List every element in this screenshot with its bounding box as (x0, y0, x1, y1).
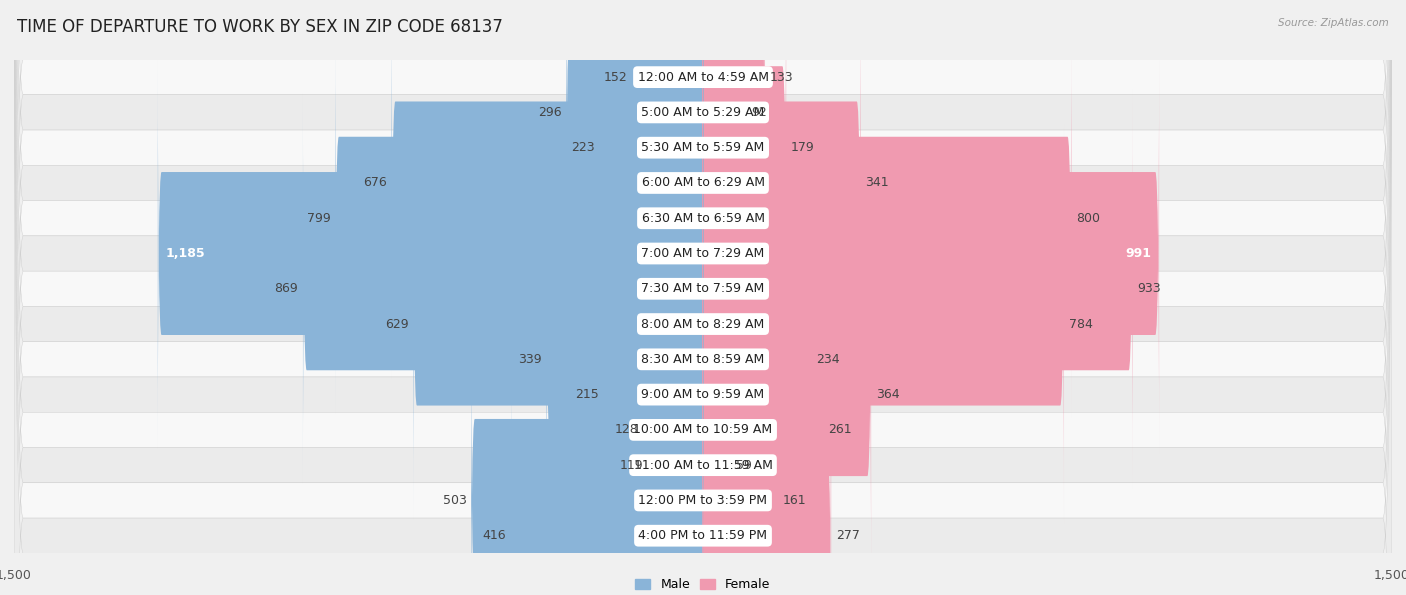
FancyBboxPatch shape (702, 194, 872, 595)
Text: 161: 161 (783, 494, 806, 507)
Legend: Male, Female: Male, Female (630, 574, 776, 595)
FancyBboxPatch shape (567, 0, 704, 313)
Text: 5:00 AM to 5:29 AM: 5:00 AM to 5:29 AM (641, 106, 765, 119)
FancyBboxPatch shape (702, 0, 860, 384)
Text: 7:00 AM to 7:29 AM: 7:00 AM to 7:29 AM (641, 247, 765, 260)
Text: 277: 277 (835, 529, 859, 542)
FancyBboxPatch shape (413, 123, 704, 525)
Text: Source: ZipAtlas.com: Source: ZipAtlas.com (1278, 18, 1389, 28)
Text: 128: 128 (614, 424, 638, 436)
FancyBboxPatch shape (702, 0, 747, 313)
FancyBboxPatch shape (14, 0, 1392, 595)
FancyBboxPatch shape (14, 0, 1392, 595)
FancyBboxPatch shape (702, 159, 811, 560)
FancyBboxPatch shape (702, 88, 1132, 490)
FancyBboxPatch shape (644, 229, 704, 595)
FancyBboxPatch shape (14, 0, 1392, 595)
FancyBboxPatch shape (702, 0, 786, 349)
FancyBboxPatch shape (302, 88, 704, 490)
FancyBboxPatch shape (14, 0, 1392, 595)
FancyBboxPatch shape (335, 17, 704, 419)
Text: 234: 234 (815, 353, 839, 366)
Text: 119: 119 (619, 459, 643, 472)
FancyBboxPatch shape (603, 194, 704, 595)
Text: 4:00 PM to 11:59 PM: 4:00 PM to 11:59 PM (638, 529, 768, 542)
FancyBboxPatch shape (702, 300, 778, 595)
Text: 339: 339 (519, 353, 541, 366)
Text: 215: 215 (575, 388, 599, 401)
FancyBboxPatch shape (392, 0, 704, 384)
FancyBboxPatch shape (599, 0, 704, 349)
Text: 8:00 AM to 8:29 AM: 8:00 AM to 8:29 AM (641, 318, 765, 331)
Text: 503: 503 (443, 494, 467, 507)
Text: TIME OF DEPARTURE TO WORK BY SEX IN ZIP CODE 68137: TIME OF DEPARTURE TO WORK BY SEX IN ZIP … (17, 18, 503, 36)
FancyBboxPatch shape (14, 0, 1392, 595)
Text: 800: 800 (1076, 212, 1099, 225)
Text: 92: 92 (751, 106, 766, 119)
FancyBboxPatch shape (702, 123, 1064, 525)
Text: 10:00 AM to 10:59 AM: 10:00 AM to 10:59 AM (634, 424, 772, 436)
FancyBboxPatch shape (633, 0, 704, 278)
Text: 296: 296 (538, 106, 561, 119)
Text: 11:00 AM to 11:59 AM: 11:00 AM to 11:59 AM (634, 459, 772, 472)
FancyBboxPatch shape (702, 335, 831, 595)
Text: 6:30 AM to 6:59 AM: 6:30 AM to 6:59 AM (641, 212, 765, 225)
Text: 6:00 AM to 6:29 AM: 6:00 AM to 6:29 AM (641, 177, 765, 189)
FancyBboxPatch shape (14, 0, 1392, 595)
FancyBboxPatch shape (157, 53, 704, 454)
Text: 133: 133 (769, 71, 793, 84)
Text: 676: 676 (363, 177, 387, 189)
Text: 784: 784 (1069, 318, 1092, 331)
FancyBboxPatch shape (547, 159, 704, 560)
FancyBboxPatch shape (702, 0, 765, 278)
FancyBboxPatch shape (702, 53, 1159, 454)
Text: 629: 629 (385, 318, 409, 331)
FancyBboxPatch shape (14, 0, 1392, 595)
FancyBboxPatch shape (647, 264, 704, 595)
FancyBboxPatch shape (702, 17, 1071, 419)
Text: 59: 59 (735, 459, 751, 472)
Text: 12:00 AM to 4:59 AM: 12:00 AM to 4:59 AM (637, 71, 769, 84)
Text: 7:30 AM to 7:59 AM: 7:30 AM to 7:59 AM (641, 282, 765, 295)
FancyBboxPatch shape (14, 0, 1392, 595)
FancyBboxPatch shape (14, 0, 1392, 595)
FancyBboxPatch shape (14, 0, 1392, 595)
Text: 152: 152 (605, 71, 627, 84)
Text: 341: 341 (865, 177, 889, 189)
Text: 364: 364 (876, 388, 900, 401)
Text: 12:00 PM to 3:59 PM: 12:00 PM to 3:59 PM (638, 494, 768, 507)
Text: 9:00 AM to 9:59 AM: 9:00 AM to 9:59 AM (641, 388, 765, 401)
FancyBboxPatch shape (702, 264, 731, 595)
FancyBboxPatch shape (14, 0, 1392, 595)
Text: 5:30 AM to 5:59 AM: 5:30 AM to 5:59 AM (641, 141, 765, 154)
Text: 991: 991 (1125, 247, 1152, 260)
FancyBboxPatch shape (14, 0, 1392, 595)
FancyBboxPatch shape (14, 0, 1392, 595)
Text: 869: 869 (274, 282, 298, 295)
FancyBboxPatch shape (14, 0, 1392, 595)
Text: 8:30 AM to 8:59 AM: 8:30 AM to 8:59 AM (641, 353, 765, 366)
Text: 179: 179 (790, 141, 814, 154)
Text: 416: 416 (482, 529, 506, 542)
Text: 223: 223 (571, 141, 595, 154)
FancyBboxPatch shape (702, 229, 824, 595)
Text: 261: 261 (828, 424, 852, 436)
Text: 799: 799 (307, 212, 330, 225)
Text: 1,185: 1,185 (166, 247, 205, 260)
FancyBboxPatch shape (510, 335, 704, 595)
FancyBboxPatch shape (471, 300, 704, 595)
Text: 933: 933 (1137, 282, 1161, 295)
